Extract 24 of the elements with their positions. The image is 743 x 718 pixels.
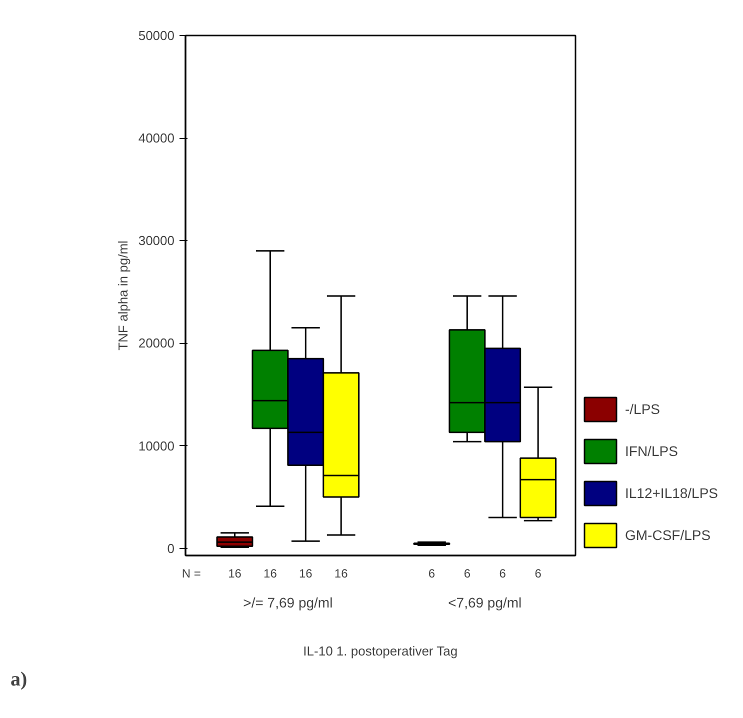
- y-tick-label: 0: [167, 540, 175, 556]
- y-tick-label: 30000: [138, 233, 175, 248]
- text: 16: [228, 566, 242, 580]
- text: 16: [334, 566, 348, 580]
- text: 6: [499, 566, 506, 580]
- y-tick-label: 10000: [138, 438, 175, 454]
- y-tick-label: 20000: [138, 336, 175, 351]
- x-tick-label: >/= 7,69 pg/ml: [243, 594, 333, 610]
- legend-label: IL12+IL18/LPS: [625, 485, 718, 501]
- text: 16: [264, 566, 278, 580]
- text: 6: [534, 566, 542, 580]
- text: N =: [182, 566, 201, 580]
- x-tick-label: <7,69 pg/ml: [448, 594, 522, 610]
- text: 6: [428, 566, 436, 580]
- x-axis-title: IL-10 1. postoperativer Tag: [303, 644, 458, 658]
- y-tick-label: 50000: [138, 28, 175, 43]
- legend-label: IFN/LPS: [625, 443, 678, 459]
- text: 6: [464, 566, 471, 580]
- text: 16: [298, 566, 313, 580]
- legend-label: GM-CSF/LPS: [625, 527, 711, 543]
- y-tick-label: 40000: [138, 130, 175, 146]
- legend-label: -/LPS: [625, 401, 660, 417]
- text: a): [10, 668, 28, 690]
- y-axis-title: TNF alpha in pg/ml: [115, 240, 130, 350]
